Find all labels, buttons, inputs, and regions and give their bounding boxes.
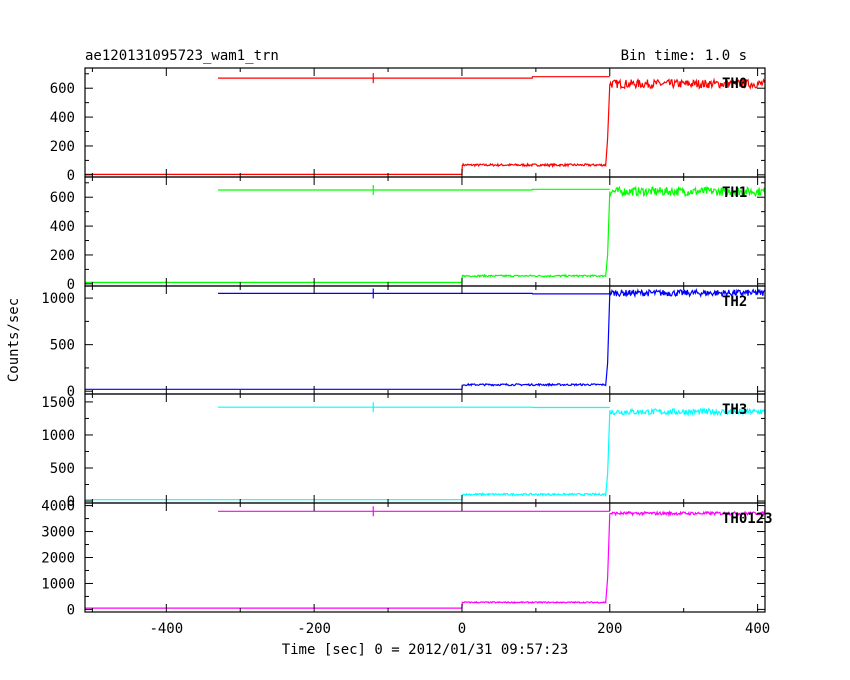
series-th1-0: [85, 185, 766, 283]
x-tick-label: -400: [149, 621, 183, 637]
series-th2-1: [218, 292, 610, 295]
y-tick-label-th1: 0: [67, 277, 75, 293]
panel-frame-th2: [84, 285, 766, 395]
y-tick-label-th3: 1000: [41, 428, 75, 444]
x-tick-label: 0: [458, 621, 466, 637]
y-tick-label-th3: 1500: [41, 395, 75, 411]
chart-title: ae120131095723_wam1_trn: [85, 48, 279, 64]
panel-th3: 0 500 1000 1500 TH3: [41, 393, 766, 510]
y-tick-label-th2: 1000: [41, 291, 75, 307]
series-th0-0: [85, 77, 766, 175]
y-tick-label-th1: 400: [50, 219, 75, 235]
panel-frame-th0123: [84, 502, 766, 613]
x-tick-label: 400: [745, 621, 770, 637]
panel-th0: 0 200 400 600 TH0: [50, 67, 766, 184]
panel-th1: 0 200 400 600 TH1: [50, 176, 766, 293]
series-th2-0: [85, 287, 766, 390]
y-tick-label-th3: 500: [50, 461, 75, 477]
y-tick-label-th0123: 3000: [41, 525, 75, 541]
panel-th0123: 0 1000 2000 3000 4000 TH0123: [41, 499, 772, 619]
y-axis-label: Counts/sec: [6, 298, 22, 382]
y-tick-label-th0123: 4000: [41, 499, 75, 515]
panel-label-th1: TH1: [722, 185, 747, 201]
series-th3-0: [85, 407, 766, 501]
y-tick-label-th1: 200: [50, 248, 75, 264]
panel-label-th3: TH3: [722, 402, 747, 418]
panel-label-th0123: TH0123: [722, 511, 773, 527]
x-tick-label: 200: [597, 621, 622, 637]
panels-group: 0 200 400 600 TH0 0 200 400 600 TH1 0 500 1000 TH2 0 50…: [41, 67, 773, 637]
panel-label-th2: TH2: [722, 294, 747, 310]
series-th0-1: [218, 76, 610, 79]
y-tick-label-th0: 600: [50, 81, 75, 97]
y-tick-label-th0: 0: [67, 168, 75, 184]
y-tick-label-th0: 400: [50, 110, 75, 126]
bin-time-label: Bin time: 1.0 s: [621, 48, 747, 64]
x-axis-label: Time [sec] 0 = 2012/01/31 09:57:23: [282, 642, 569, 658]
y-tick-label-th1: 600: [50, 190, 75, 206]
y-tick-label-th2: 0: [67, 384, 75, 400]
y-tick-label-th2: 500: [50, 338, 75, 354]
y-tick-label-th0123: 0: [67, 602, 75, 618]
y-tick-label-th0123: 2000: [41, 551, 75, 567]
series-th0123-0: [85, 509, 766, 609]
x-tick-label: -200: [297, 621, 331, 637]
panel-frame-th3: [84, 393, 766, 504]
y-tick-label-th0: 200: [50, 139, 75, 155]
y-tick-label-th0123: 1000: [41, 576, 75, 592]
panel-label-th0: TH0: [722, 76, 747, 92]
panel-th2: 0 500 1000 TH2: [41, 285, 766, 400]
series-th1-1: [218, 188, 610, 191]
y-tick-label-th3: 0: [67, 494, 75, 510]
